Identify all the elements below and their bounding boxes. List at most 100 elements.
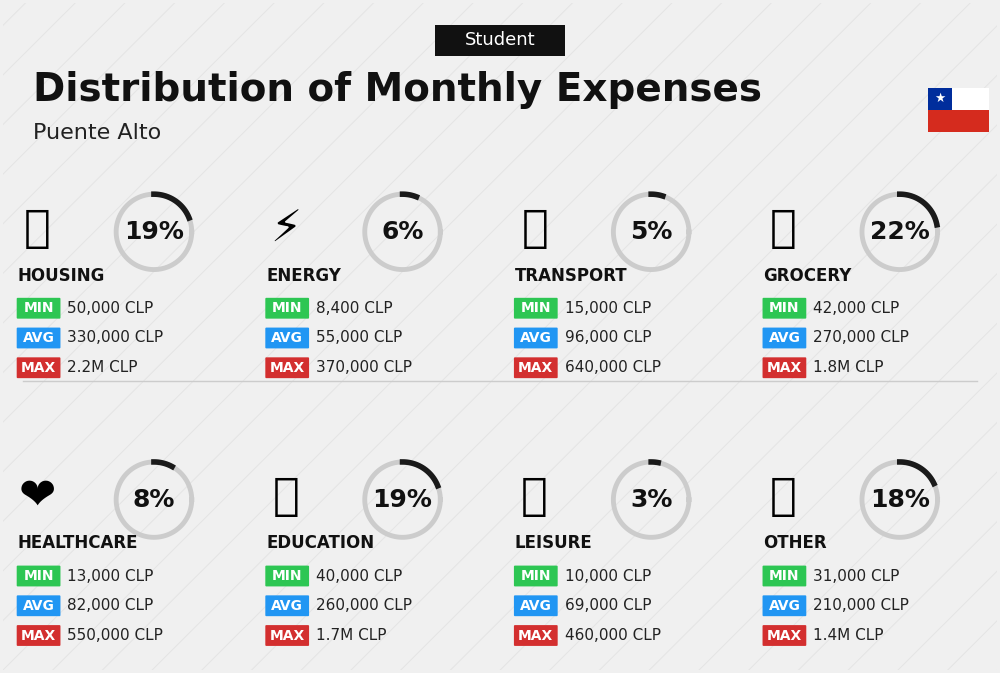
- FancyBboxPatch shape: [514, 596, 558, 616]
- Text: 6%: 6%: [381, 220, 424, 244]
- Text: 13,000 CLP: 13,000 CLP: [67, 569, 154, 583]
- Text: AVG: AVG: [520, 599, 552, 612]
- Text: 🏢: 🏢: [24, 207, 51, 250]
- Text: MAX: MAX: [518, 361, 553, 375]
- Text: MIN: MIN: [272, 569, 302, 583]
- FancyBboxPatch shape: [265, 565, 309, 586]
- Text: ★: ★: [934, 92, 946, 105]
- Text: Student: Student: [465, 32, 535, 49]
- Text: 22%: 22%: [870, 220, 930, 244]
- Text: MIN: MIN: [769, 569, 800, 583]
- Text: AVG: AVG: [23, 599, 55, 612]
- Text: 82,000 CLP: 82,000 CLP: [67, 598, 154, 613]
- FancyBboxPatch shape: [17, 596, 60, 616]
- FancyBboxPatch shape: [265, 298, 309, 318]
- FancyBboxPatch shape: [763, 357, 806, 378]
- Text: ⚡: ⚡: [271, 207, 302, 250]
- Text: 210,000 CLP: 210,000 CLP: [813, 598, 909, 613]
- Text: AVG: AVG: [271, 599, 303, 612]
- FancyBboxPatch shape: [514, 357, 558, 378]
- Text: MAX: MAX: [767, 629, 802, 643]
- Text: MAX: MAX: [21, 629, 56, 643]
- FancyBboxPatch shape: [928, 110, 989, 132]
- FancyBboxPatch shape: [514, 298, 558, 318]
- Text: 31,000 CLP: 31,000 CLP: [813, 569, 900, 583]
- Text: 8%: 8%: [133, 488, 175, 511]
- Text: 5%: 5%: [630, 220, 672, 244]
- Text: 🎓: 🎓: [273, 475, 300, 518]
- Text: 460,000 CLP: 460,000 CLP: [565, 628, 661, 643]
- Text: MIN: MIN: [23, 569, 54, 583]
- Text: 55,000 CLP: 55,000 CLP: [316, 330, 402, 345]
- FancyBboxPatch shape: [17, 357, 60, 378]
- Text: EDUCATION: EDUCATION: [266, 534, 374, 553]
- Text: 40,000 CLP: 40,000 CLP: [316, 569, 402, 583]
- Text: 1.4M CLP: 1.4M CLP: [813, 628, 884, 643]
- FancyBboxPatch shape: [763, 565, 806, 586]
- Text: 330,000 CLP: 330,000 CLP: [67, 330, 164, 345]
- Text: MIN: MIN: [769, 302, 800, 315]
- FancyBboxPatch shape: [763, 328, 806, 349]
- Text: LEISURE: LEISURE: [515, 534, 593, 553]
- Text: 640,000 CLP: 640,000 CLP: [565, 360, 661, 376]
- Text: 19%: 19%: [373, 488, 432, 511]
- Text: AVG: AVG: [768, 331, 800, 345]
- Text: 2.2M CLP: 2.2M CLP: [67, 360, 138, 376]
- Text: AVG: AVG: [768, 599, 800, 612]
- FancyBboxPatch shape: [435, 25, 565, 57]
- Text: 270,000 CLP: 270,000 CLP: [813, 330, 909, 345]
- FancyBboxPatch shape: [763, 625, 806, 646]
- Text: 10,000 CLP: 10,000 CLP: [565, 569, 651, 583]
- Text: ❤️: ❤️: [19, 475, 56, 518]
- FancyBboxPatch shape: [17, 565, 60, 586]
- Text: 370,000 CLP: 370,000 CLP: [316, 360, 412, 376]
- FancyBboxPatch shape: [17, 298, 60, 318]
- Text: TRANSPORT: TRANSPORT: [515, 267, 628, 285]
- Text: AVG: AVG: [520, 331, 552, 345]
- FancyBboxPatch shape: [265, 328, 309, 349]
- Text: GROCERY: GROCERY: [764, 267, 852, 285]
- FancyBboxPatch shape: [928, 87, 952, 110]
- Text: 42,000 CLP: 42,000 CLP: [813, 301, 900, 316]
- Text: 260,000 CLP: 260,000 CLP: [316, 598, 412, 613]
- FancyBboxPatch shape: [265, 596, 309, 616]
- Text: MAX: MAX: [518, 629, 553, 643]
- FancyBboxPatch shape: [514, 328, 558, 349]
- Text: AVG: AVG: [271, 331, 303, 345]
- Text: MIN: MIN: [23, 302, 54, 315]
- Text: 🚌: 🚌: [521, 207, 548, 250]
- FancyBboxPatch shape: [265, 625, 309, 646]
- Text: 8,400 CLP: 8,400 CLP: [316, 301, 393, 316]
- FancyBboxPatch shape: [265, 357, 309, 378]
- Text: 💰: 💰: [770, 475, 797, 518]
- Text: MAX: MAX: [767, 361, 802, 375]
- Text: MIN: MIN: [521, 302, 551, 315]
- FancyBboxPatch shape: [763, 298, 806, 318]
- Text: 18%: 18%: [870, 488, 930, 511]
- Text: 1.8M CLP: 1.8M CLP: [813, 360, 884, 376]
- FancyBboxPatch shape: [514, 565, 558, 586]
- Text: MAX: MAX: [270, 629, 305, 643]
- Text: 🛒: 🛒: [770, 207, 797, 250]
- Text: 🛍️: 🛍️: [521, 475, 548, 518]
- Text: 69,000 CLP: 69,000 CLP: [565, 598, 651, 613]
- Text: 3%: 3%: [630, 488, 672, 511]
- FancyBboxPatch shape: [17, 625, 60, 646]
- Text: Puente Alto: Puente Alto: [33, 122, 161, 143]
- Text: 1.7M CLP: 1.7M CLP: [316, 628, 387, 643]
- Text: AVG: AVG: [23, 331, 55, 345]
- FancyBboxPatch shape: [952, 87, 989, 110]
- Text: HEALTHCARE: HEALTHCARE: [18, 534, 138, 553]
- Text: 50,000 CLP: 50,000 CLP: [67, 301, 154, 316]
- Text: 15,000 CLP: 15,000 CLP: [565, 301, 651, 316]
- FancyBboxPatch shape: [514, 625, 558, 646]
- Text: Distribution of Monthly Expenses: Distribution of Monthly Expenses: [33, 71, 762, 109]
- Text: MAX: MAX: [270, 361, 305, 375]
- Text: ENERGY: ENERGY: [266, 267, 341, 285]
- Text: MIN: MIN: [521, 569, 551, 583]
- FancyBboxPatch shape: [763, 596, 806, 616]
- Text: MAX: MAX: [21, 361, 56, 375]
- FancyBboxPatch shape: [17, 328, 60, 349]
- Text: 550,000 CLP: 550,000 CLP: [67, 628, 163, 643]
- Text: HOUSING: HOUSING: [18, 267, 105, 285]
